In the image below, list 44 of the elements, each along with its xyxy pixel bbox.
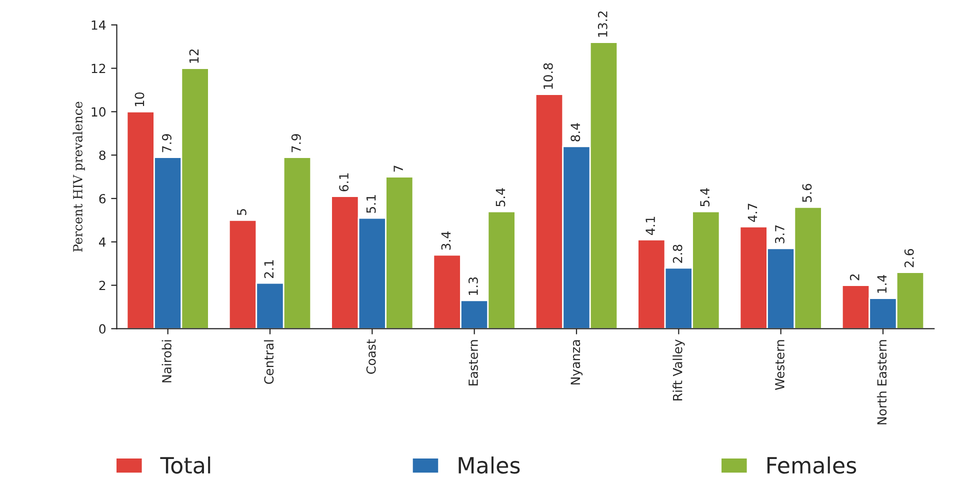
data-label: 3.7 xyxy=(775,225,784,244)
data-label: 4.1 xyxy=(646,216,655,235)
data-label: 4.7 xyxy=(748,204,758,222)
data-label: 12 xyxy=(189,49,199,63)
x-tick-label: North Eastern xyxy=(876,340,887,424)
legend-label: Total xyxy=(160,456,210,474)
data-label: 2.6 xyxy=(904,249,914,268)
data-label: 7 xyxy=(394,166,403,172)
data-label: 2.1 xyxy=(264,260,274,278)
data-label: 2 xyxy=(850,274,860,280)
data-label: 1.3 xyxy=(468,277,478,295)
x-tick-label: Rift Valley xyxy=(672,339,685,400)
y-tick-label: 4 xyxy=(99,238,106,247)
data-label: 3.4 xyxy=(441,232,451,250)
x-tick-label: Western xyxy=(775,340,784,390)
y-tick-label: 14 xyxy=(92,20,106,30)
x-tick-label: Nyanza xyxy=(570,340,583,384)
y-tick-label: 0 xyxy=(99,324,106,334)
x-tick-label: Central xyxy=(264,340,274,384)
data-label: 5 xyxy=(237,209,246,216)
legend-label: Males xyxy=(458,456,520,474)
y-tick-label: 12 xyxy=(92,64,106,74)
data-label: 5.4 xyxy=(700,188,710,206)
data-label: 1.4 xyxy=(877,274,886,293)
data-label: 8.4 xyxy=(570,123,580,142)
data-label: 5.6 xyxy=(802,184,812,202)
data-label: 2.8 xyxy=(672,244,682,263)
data-label: 10 xyxy=(134,92,144,106)
data-label: 6.1 xyxy=(339,173,349,192)
y-tick-label: 8 xyxy=(99,150,106,160)
y-tick-label: 10 xyxy=(92,107,106,117)
y-axis-title: Percent HIV prevalence xyxy=(72,102,85,252)
data-label: 7.9 xyxy=(162,134,172,152)
x-tick-label: Eastern xyxy=(468,340,478,386)
data-label: 7.9 xyxy=(291,134,301,152)
y-tick-label: 6 xyxy=(99,194,106,204)
legend-label: Females xyxy=(767,456,856,474)
x-tick-label: Coast xyxy=(366,339,376,374)
x-tick-label: Nairobi xyxy=(162,340,172,382)
data-label: 10.8 xyxy=(543,63,553,89)
data-label: 5.4 xyxy=(496,188,506,206)
data-label: 5.1 xyxy=(366,195,376,213)
y-tick-label: 2 xyxy=(99,280,106,290)
data-label: 13.2 xyxy=(598,12,608,37)
